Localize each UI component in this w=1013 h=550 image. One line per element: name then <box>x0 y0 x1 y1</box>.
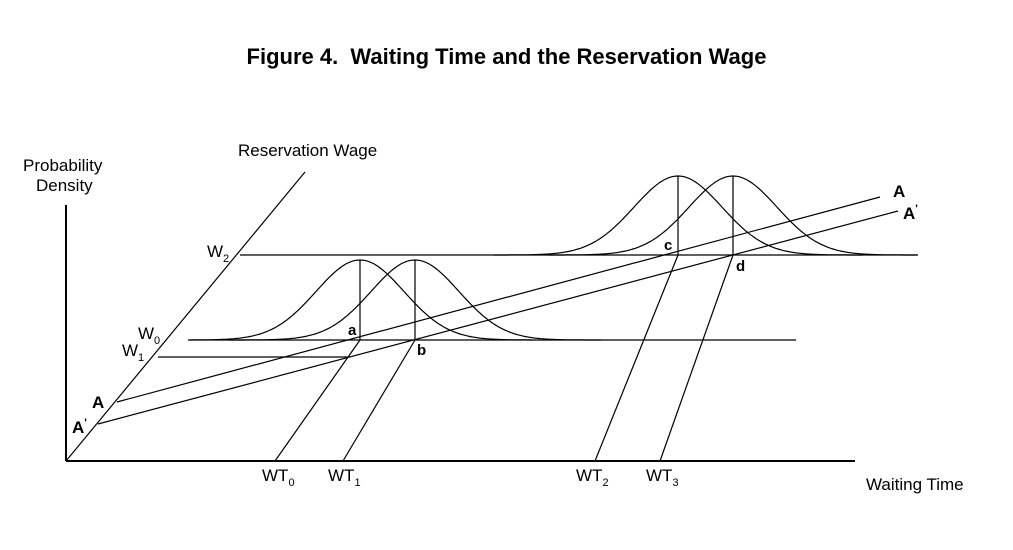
density-curve-d <box>549 175 917 256</box>
w0-label: W0 <box>138 324 160 347</box>
point-a-label: a <box>348 322 357 339</box>
wt1-label: WT1 <box>328 466 361 489</box>
line-a-prime-label-right: A' <box>903 203 918 223</box>
density-curve-b <box>229 259 601 341</box>
line-a <box>116 196 881 403</box>
x-axis-label: Waiting Time <box>866 475 964 494</box>
projection-wt0 <box>274 339 361 462</box>
figure-title: Figure 4. Waiting Time and the Reservati… <box>246 44 767 69</box>
line-a-label-left: A <box>92 393 104 412</box>
projection-wt1 <box>342 339 416 462</box>
line-a-prime <box>97 210 899 425</box>
reservation-wage-label: Reservation Wage <box>238 141 377 160</box>
projection-wt2 <box>594 254 679 462</box>
wt0-label: WT0 <box>262 466 295 489</box>
projection-wt3 <box>659 254 734 462</box>
w2-label: W2 <box>207 242 229 265</box>
density-curve-c <box>494 175 862 256</box>
density-curve-a <box>188 259 532 341</box>
line-a-label-right: A <box>893 182 905 201</box>
point-c-label: c <box>664 237 672 254</box>
w1-label: W1 <box>122 341 144 364</box>
wt2-label: WT2 <box>576 466 609 489</box>
point-d-label: d <box>736 258 745 275</box>
point-b-label: b <box>417 342 426 359</box>
y-axis-label-line2: Density <box>36 176 93 195</box>
line-a-prime-label-left: A' <box>72 417 87 437</box>
reservation-wage-axis <box>65 171 306 462</box>
wt3-label: WT3 <box>646 466 679 489</box>
y-axis-label-line1: Probability <box>23 156 103 175</box>
